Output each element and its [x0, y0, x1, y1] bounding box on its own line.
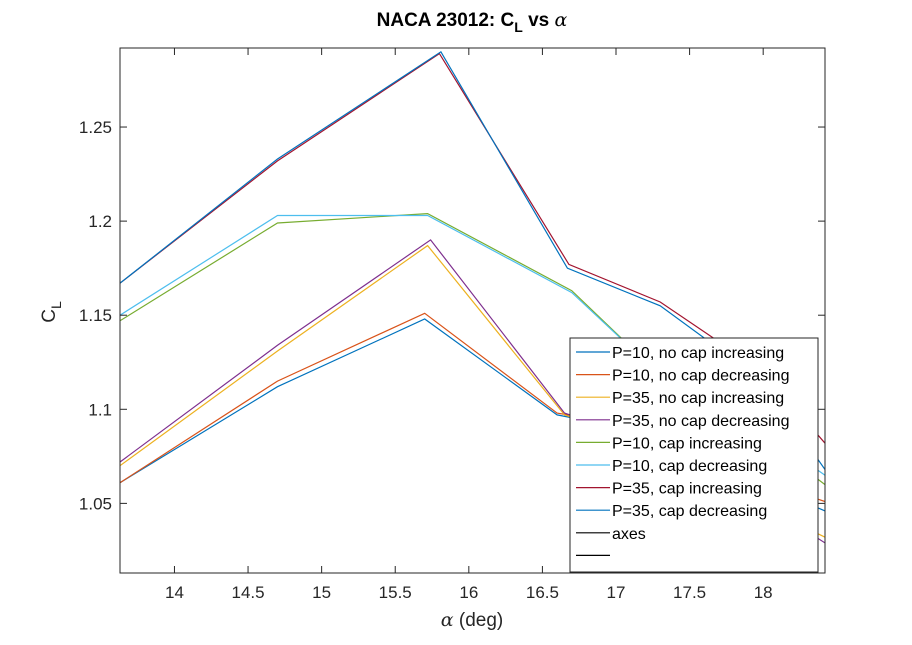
legend-entry: P=10, no cap increasing	[612, 345, 784, 362]
x-tick-label: 17.5	[673, 583, 706, 602]
x-axis-label: α (deg)	[441, 609, 503, 631]
y-tick-label: 1.05	[79, 494, 112, 513]
legend-entry: P=35, cap decreasing	[612, 503, 767, 520]
y-tick-label: 1.1	[88, 400, 112, 419]
legend: P=10, no cap increasing P=10, no cap decr…	[569, 337, 819, 573]
x-tick-label: 15.5	[379, 583, 412, 602]
legend-entry: P=35, no cap increasing	[612, 390, 784, 407]
plot-frame	[119, 47, 826, 574]
x-tick-label: 16	[459, 583, 478, 602]
x-tick-label: 14.5	[232, 583, 265, 602]
y-tick-label: 1.15	[79, 306, 112, 325]
y-axis-label: CL	[39, 301, 64, 323]
legend-entry: P=10, cap decreasing	[612, 458, 767, 475]
chart-title: NACA 23012: CL vs α	[377, 9, 568, 35]
x-tick-label: 16.5	[526, 583, 559, 602]
x-tick-label: 14	[165, 583, 184, 602]
x-tick-label: 17	[607, 583, 626, 602]
x-tick-label: 18	[754, 583, 773, 602]
x-tick-label: 15	[312, 583, 331, 602]
y-tick-label: 1.25	[79, 118, 112, 137]
y-tick-label: 1.2	[88, 212, 112, 231]
legend-box	[569, 337, 819, 573]
legend-entry: P=10, cap increasing	[612, 435, 762, 452]
legend-entry: P=35, cap increasing	[612, 481, 762, 498]
legend-entry: P=10, no cap decreasing	[612, 368, 789, 385]
legend-entry: axes	[612, 526, 646, 543]
legend-entry: P=35, no cap decreasing	[612, 413, 789, 430]
